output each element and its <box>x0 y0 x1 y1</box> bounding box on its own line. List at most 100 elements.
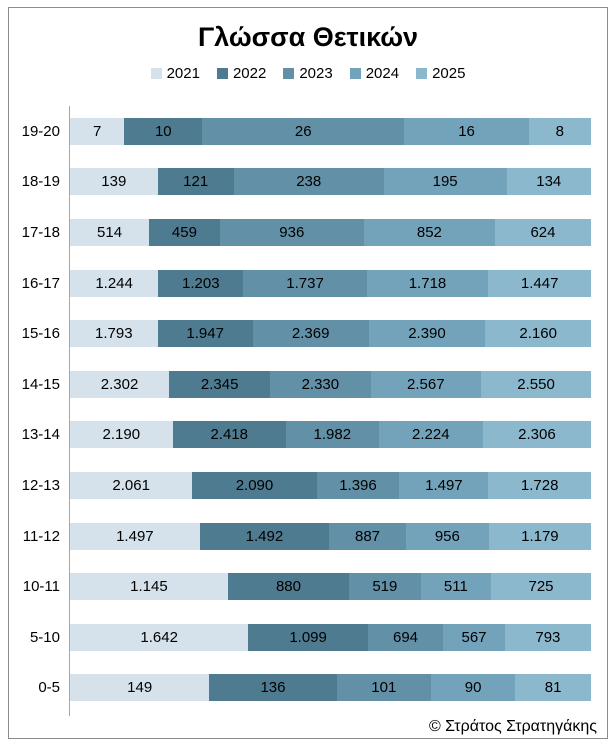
category-label: 10-11 <box>22 578 60 596</box>
value-label: 2.369 <box>291 325 330 343</box>
value-label: 1.396 <box>339 476 377 494</box>
legend-label: 2022 <box>232 65 267 82</box>
value-label: 101 <box>371 679 397 697</box>
category-label: 15-16 <box>21 325 60 343</box>
stacked-bar: 2.302 2.345 2.330 2.567 2.550 <box>70 370 591 398</box>
value-label: 90 <box>464 679 482 697</box>
bar-segment-2023: 2.330 <box>270 370 371 398</box>
value-label: 2.061 <box>112 476 150 494</box>
value-label: 514 <box>97 223 123 241</box>
bar-segment-2025: 2.306 <box>482 421 591 449</box>
stacked-bar: 1.642 1.099 694 567 793 <box>70 623 591 651</box>
category-label: 13-14 <box>21 426 60 444</box>
bar-segment-2021: 1.497 <box>70 522 200 550</box>
value-label: 81 <box>544 679 562 697</box>
value-label: 880 <box>275 578 301 596</box>
value-label: 121 <box>183 173 209 191</box>
stacked-bar: 149 136 101 90 81 <box>70 674 591 702</box>
legend-label: 2025 <box>432 65 466 82</box>
value-label: 139 <box>101 173 127 191</box>
category-label: 5-10 <box>29 628 60 646</box>
bar-segment-2024: 90 <box>431 674 516 702</box>
value-label: 2.224 <box>412 426 450 444</box>
value-label: 725 <box>528 578 554 596</box>
legend-swatch-2023 <box>283 68 295 79</box>
value-label: 694 <box>393 628 419 646</box>
value-label: 1.718 <box>408 274 447 292</box>
bars-area: 7 10 26 16 8 139 121 238 195 134 514 459 936 852 624 1.… <box>69 106 591 717</box>
bar-row-13-14: 2.190 2.418 1.982 2.224 2.306 <box>70 410 591 461</box>
value-label: 1.179 <box>521 527 559 545</box>
bar-segment-2021: 139 <box>70 168 158 196</box>
category-label: 17-18 <box>21 223 60 241</box>
value-label: 1.492 <box>245 527 284 545</box>
stacked-bar: 1.244 1.203 1.737 1.718 1.447 <box>70 269 591 297</box>
category-label: 14-15 <box>21 375 60 393</box>
category-label: 11-12 <box>22 527 60 545</box>
value-label: 1.447 <box>520 274 559 292</box>
bar-segment-2025: 725 <box>491 573 591 601</box>
value-label: 238 <box>296 173 322 191</box>
value-label: 2.390 <box>408 325 446 343</box>
stacked-bar: 7 10 26 16 8 <box>70 117 591 145</box>
stacked-bar: 1.793 1.947 2.369 2.390 2.160 <box>70 320 591 348</box>
bar-segment-2022: 10 <box>124 117 203 145</box>
stacked-bar: 1.145 880 519 511 725 <box>70 573 591 601</box>
value-label: 887 <box>354 527 381 545</box>
bar-segment-2023: 2.369 <box>252 320 369 348</box>
bar-row-19-20: 7 10 26 16 8 <box>70 106 591 157</box>
value-label: 149 <box>127 679 153 697</box>
category-label: 0-5 <box>38 679 60 697</box>
category-label: 19-20 <box>21 122 60 140</box>
legend-item-2021: 2021 <box>150 65 200 82</box>
value-label: 1.982 <box>313 426 352 444</box>
value-label: 7 <box>93 122 102 140</box>
legend-item-2023: 2023 <box>283 65 333 82</box>
stacked-bar: 2.061 2.090 1.396 1.497 1.728 <box>70 471 591 499</box>
value-label: 2.190 <box>102 426 141 444</box>
bar-segment-2024: 2.567 <box>370 370 482 398</box>
value-label: 2.160 <box>519 325 557 343</box>
value-label: 793 <box>535 628 561 646</box>
bar-segment-2022: 880 <box>227 573 350 601</box>
value-label: 2.302 <box>100 375 139 393</box>
legend-label: 2024 <box>365 65 400 82</box>
value-label: 8 <box>555 122 565 140</box>
bar-row-16-17: 1.244 1.203 1.737 1.718 1.447 <box>70 258 591 309</box>
bar-segment-2022: 459 <box>149 218 220 246</box>
bar-segment-2021: 7 <box>70 117 125 145</box>
value-label: 936 <box>279 223 305 241</box>
category-label: 12-13 <box>21 476 60 494</box>
bar-segment-2024: 956 <box>405 522 489 550</box>
value-label: 1.793 <box>95 325 133 343</box>
bar-segment-2023: 936 <box>219 218 364 246</box>
legend-label: 2023 <box>299 65 333 82</box>
bar-segment-2022: 121 <box>157 168 234 196</box>
bar-row-10-11: 1.145 880 519 511 725 <box>70 561 591 612</box>
bar-segment-2024: 567 <box>443 623 505 651</box>
value-label: 2.090 <box>235 476 274 494</box>
value-label: 1.497 <box>425 476 463 494</box>
value-label: 136 <box>260 679 286 697</box>
bar-segment-2023: 1.396 <box>316 471 400 499</box>
legend: 2021 2022 2023 2024 2025 <box>9 65 607 82</box>
bar-segment-2025: 624 <box>494 218 591 246</box>
value-label: 1.203 <box>182 274 220 292</box>
bar-segment-2024: 195 <box>383 168 507 196</box>
value-label: 1.728 <box>520 476 559 494</box>
category-axis: 19-20 18-19 17-18 16-17 15-16 14-15 13-14 12-13… <box>9 106 69 716</box>
stacked-bar: 139 121 238 195 134 <box>70 168 591 196</box>
bar-segment-2023: 1.737 <box>243 269 367 297</box>
value-label: 1.642 <box>140 628 178 646</box>
value-label: 2.306 <box>518 426 556 444</box>
bar-segment-2023: 519 <box>349 573 421 601</box>
bar-segment-2025: 1.447 <box>488 269 591 297</box>
plot-area: 19-20 18-19 17-18 16-17 15-16 14-15 13-14 12-13… <box>9 106 607 717</box>
bar-segment-2021: 149 <box>70 674 210 702</box>
bar-segment-2022: 2.418 <box>172 421 286 449</box>
bar-segment-2022: 2.345 <box>169 370 271 398</box>
bar-row-14-15: 2.302 2.345 2.330 2.567 2.550 <box>70 359 591 410</box>
legend-swatch-2022 <box>216 68 228 79</box>
legend-item-2025: 2025 <box>416 65 465 82</box>
value-label: 2.418 <box>210 426 248 444</box>
